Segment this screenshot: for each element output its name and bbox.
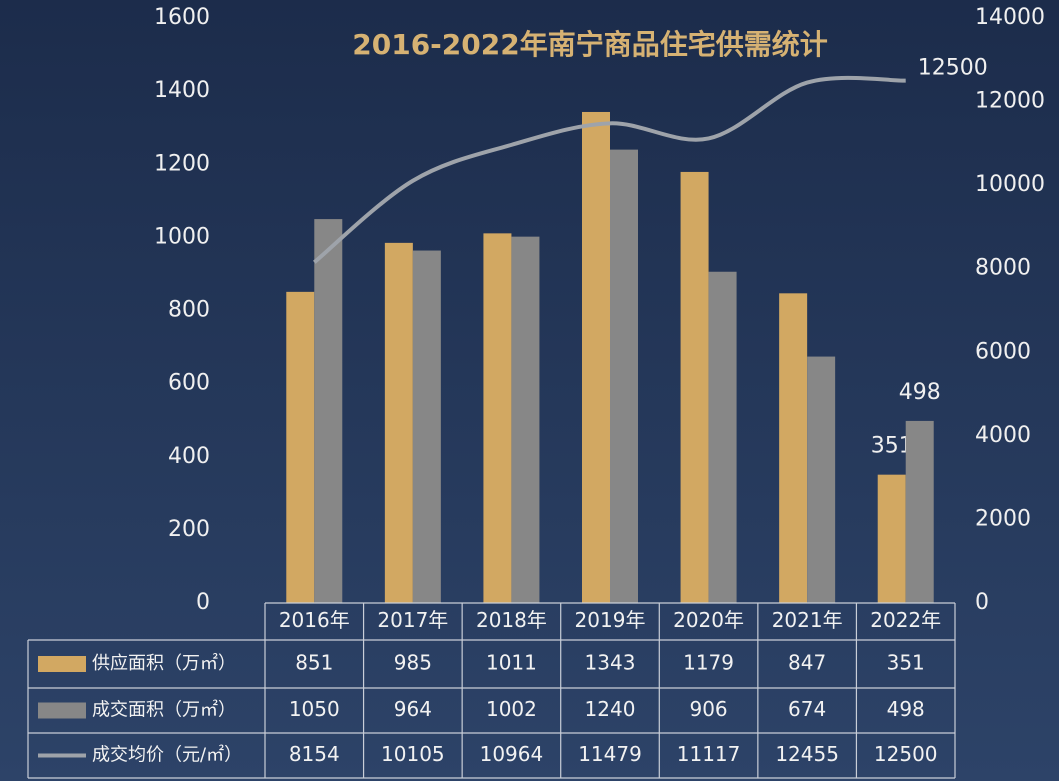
table-cell: 906 — [689, 697, 727, 721]
bar — [582, 111, 610, 603]
y-tick-label: 1000 — [154, 224, 210, 249]
table-cell: 12500 — [874, 742, 938, 766]
bar — [483, 233, 512, 603]
bar — [286, 291, 315, 603]
chart-title: 2016-2022年南宁商品住宅供需统计 — [352, 28, 827, 61]
data-label: 498 — [899, 380, 941, 405]
legend-swatch — [38, 702, 86, 719]
x-tick-label: 2020年 — [673, 608, 744, 632]
legend-label: 成交均价（元/㎡） — [92, 744, 242, 766]
legend-label: 供应面积（万㎡） — [92, 652, 236, 674]
y2-tick-label: 10000 — [975, 172, 1045, 197]
bar — [412, 250, 441, 603]
bar — [610, 149, 638, 603]
y-tick-label: 600 — [168, 371, 210, 396]
bar — [779, 293, 808, 603]
legend-label: 成交面积（万㎡） — [92, 699, 236, 721]
table-cell: 985 — [394, 651, 432, 675]
y2-tick-label: 6000 — [975, 339, 1031, 364]
x-tick-label: 2018年 — [476, 608, 547, 632]
x-tick-label: 2017年 — [377, 608, 448, 632]
bar — [314, 219, 343, 603]
line — [313, 75, 906, 264]
table-cell: 11479 — [578, 742, 642, 766]
y2-tick-label: 12000 — [975, 89, 1045, 114]
bar — [807, 356, 836, 603]
table-cell: 12455 — [775, 742, 839, 766]
y-tick-label: 0 — [196, 590, 210, 615]
legend-swatch — [38, 656, 86, 672]
y2-tick-label: 2000 — [975, 506, 1031, 531]
y2-tick-label: 0 — [975, 590, 989, 615]
bar — [680, 171, 709, 603]
table-cell: 498 — [887, 697, 925, 721]
y-tick-label: 1200 — [154, 151, 210, 176]
table-cell: 964 — [394, 697, 432, 721]
table-cell: 1011 — [486, 651, 537, 675]
table-cell: 1050 — [289, 697, 340, 721]
table-cell: 1179 — [683, 651, 734, 675]
bar — [511, 236, 540, 604]
y2-tick-label: 14000 — [975, 5, 1045, 30]
x-tick-label: 2019年 — [575, 608, 646, 632]
y2-tick-label: 4000 — [975, 423, 1031, 448]
y-tick-label: 200 — [168, 517, 210, 542]
y-tick-label: 1400 — [154, 78, 210, 103]
table-cell: 1343 — [585, 651, 636, 675]
bar — [905, 420, 934, 603]
table-cell: 8154 — [289, 742, 340, 766]
table-cell: 1002 — [486, 697, 537, 721]
y-tick-label: 400 — [168, 444, 210, 469]
x-tick-label: 2022年 — [870, 608, 941, 632]
table-cell: 10105 — [381, 742, 445, 766]
table-cell: 11117 — [677, 742, 741, 766]
bar — [877, 474, 906, 603]
x-tick-label: 2021年 — [772, 608, 843, 632]
table-cell: 674 — [788, 697, 826, 721]
x-tick-label: 2016年 — [279, 608, 350, 632]
table-cell: 851 — [295, 651, 333, 675]
table-cell: 10964 — [480, 742, 544, 766]
data-label: 12500 — [918, 56, 988, 81]
table-cell: 351 — [887, 651, 925, 675]
bar — [708, 271, 737, 603]
table-cell: 847 — [788, 651, 826, 675]
y-tick-label: 800 — [168, 298, 210, 323]
y2-tick-label: 8000 — [975, 256, 1031, 281]
table-cell: 1240 — [585, 697, 636, 721]
y-tick-label: 1600 — [154, 5, 210, 30]
bar — [384, 242, 413, 603]
